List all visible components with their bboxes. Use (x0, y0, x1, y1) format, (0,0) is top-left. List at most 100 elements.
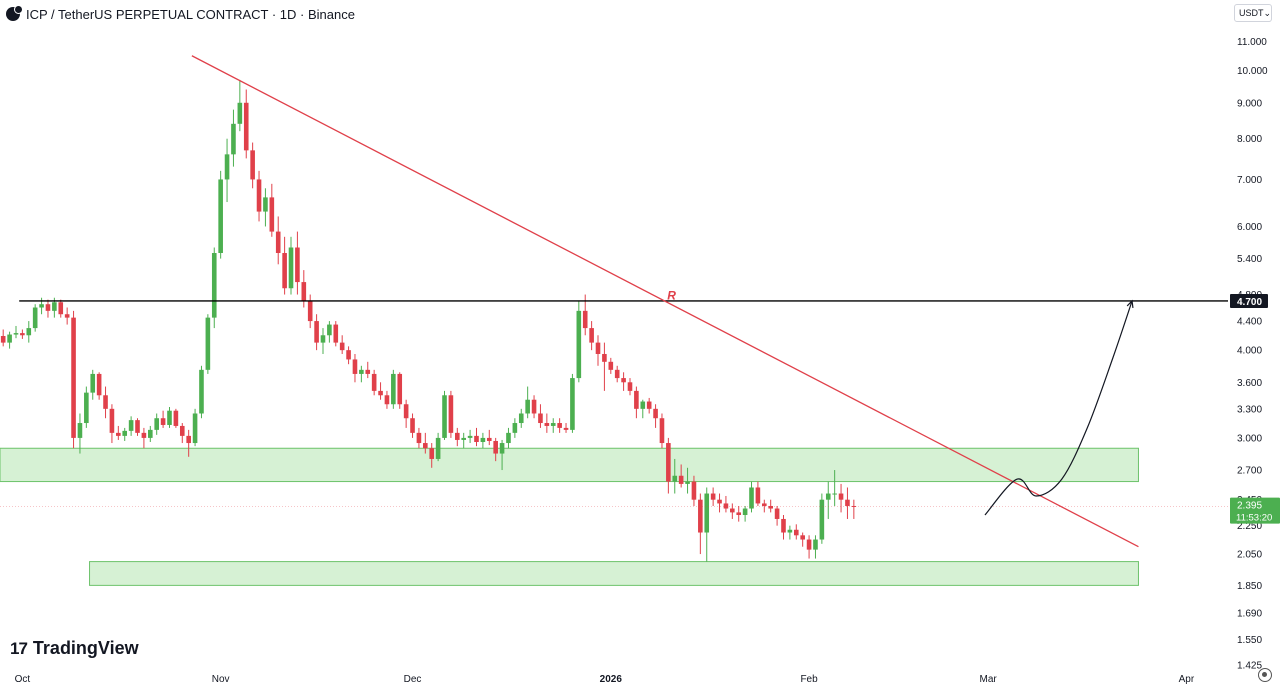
tradingview-logo[interactable]: 17 TradingView (10, 638, 139, 659)
candle (659, 413, 665, 449)
candle (32, 304, 38, 332)
candle (653, 404, 658, 428)
candle (640, 399, 646, 419)
annotations-layer: R (0, 55, 1228, 548)
candle (352, 353, 358, 383)
price-tick-label: 3.600 (1237, 378, 1262, 389)
candle (231, 109, 236, 167)
candle (64, 307, 70, 325)
candle (614, 365, 620, 383)
candle (13, 325, 19, 339)
candle (109, 404, 115, 444)
candle (0, 329, 6, 347)
icp-coin-icon (6, 5, 23, 21)
gear-icon[interactable] (1258, 668, 1272, 682)
time-tick-label: Mar (980, 674, 998, 685)
candle (557, 418, 562, 433)
candle (307, 294, 313, 329)
candle (806, 535, 812, 559)
candle (135, 418, 140, 436)
candle (723, 495, 729, 513)
currency-selector[interactable]: USDT ⌄ (1234, 4, 1272, 22)
candle (103, 386, 108, 419)
candle (116, 425, 121, 440)
candle (218, 170, 223, 259)
candle (250, 142, 255, 189)
candle (71, 310, 76, 449)
price-axis[interactable]: 1.4251.5501.6901.8502.0502.2502.4502.700… (1230, 37, 1280, 672)
candle (77, 413, 83, 454)
candle (678, 464, 684, 488)
candle (333, 321, 339, 347)
tradingview-logo-text: TradingView (32, 638, 139, 658)
candle (84, 386, 89, 428)
candle (39, 297, 44, 315)
tradingview-logo-mark: 17 (10, 638, 28, 658)
candle (838, 483, 844, 513)
candle (154, 413, 160, 435)
candle (371, 369, 377, 396)
price-tick-label: 1.425 (1237, 661, 1262, 672)
descending-trendline (191, 55, 1139, 548)
candle (518, 408, 524, 428)
candle (474, 427, 479, 447)
time-axis[interactable]: Oct Nov Dec 2026 Feb Mar Apr (15, 674, 1195, 685)
candle (45, 299, 51, 318)
candle (301, 270, 307, 308)
price-tick-label: 10.000 (1237, 66, 1268, 77)
candle (768, 499, 774, 513)
price-tick-label: 1.850 (1237, 581, 1262, 592)
candle (787, 525, 793, 540)
candle (403, 399, 409, 428)
zones-layer (0, 447, 1139, 586)
candle (550, 418, 556, 433)
candle (570, 373, 575, 433)
candle (423, 432, 428, 454)
candle (243, 89, 249, 159)
candle (90, 369, 96, 400)
resistance-price-badge: 4.700 (1230, 293, 1268, 308)
candle (346, 346, 351, 365)
candle (685, 467, 690, 494)
candle (544, 413, 550, 433)
time-tick-label: Feb (800, 674, 818, 685)
candle (199, 365, 204, 419)
candle (269, 183, 275, 237)
candle (717, 493, 722, 513)
candle (608, 357, 614, 374)
candle-countdown-label: 11:53:20 (1236, 513, 1272, 524)
candle (627, 378, 633, 396)
candle (20, 329, 25, 339)
candle (813, 535, 818, 559)
price-tick-label: 4.000 (1237, 346, 1262, 357)
candle (237, 79, 243, 132)
candle (295, 231, 300, 295)
candle (359, 365, 364, 383)
candle (122, 427, 128, 441)
candle (761, 499, 767, 513)
time-tick-label: 2026 (600, 674, 623, 685)
time-tick-label: Nov (212, 674, 230, 685)
candle (825, 481, 831, 519)
candle (186, 429, 191, 457)
candle (493, 437, 498, 462)
candle (256, 170, 262, 222)
candle (755, 481, 761, 506)
candle (275, 216, 281, 265)
candle (704, 487, 710, 562)
candle (320, 328, 326, 354)
candle (173, 408, 179, 428)
candle (167, 406, 172, 428)
symbol-title[interactable]: ICP / TetherUS PERPETUAL CONTRACT · 1D ·… (26, 6, 355, 22)
last-price-label: 2.395 (1237, 501, 1262, 512)
candle (314, 314, 319, 351)
candle (263, 188, 268, 227)
candle (128, 416, 134, 436)
candle (589, 321, 594, 351)
price-tick-label: 2.050 (1237, 550, 1262, 561)
candle (621, 372, 626, 391)
price-tick-label: 3.300 (1237, 404, 1262, 415)
candle (538, 404, 543, 428)
